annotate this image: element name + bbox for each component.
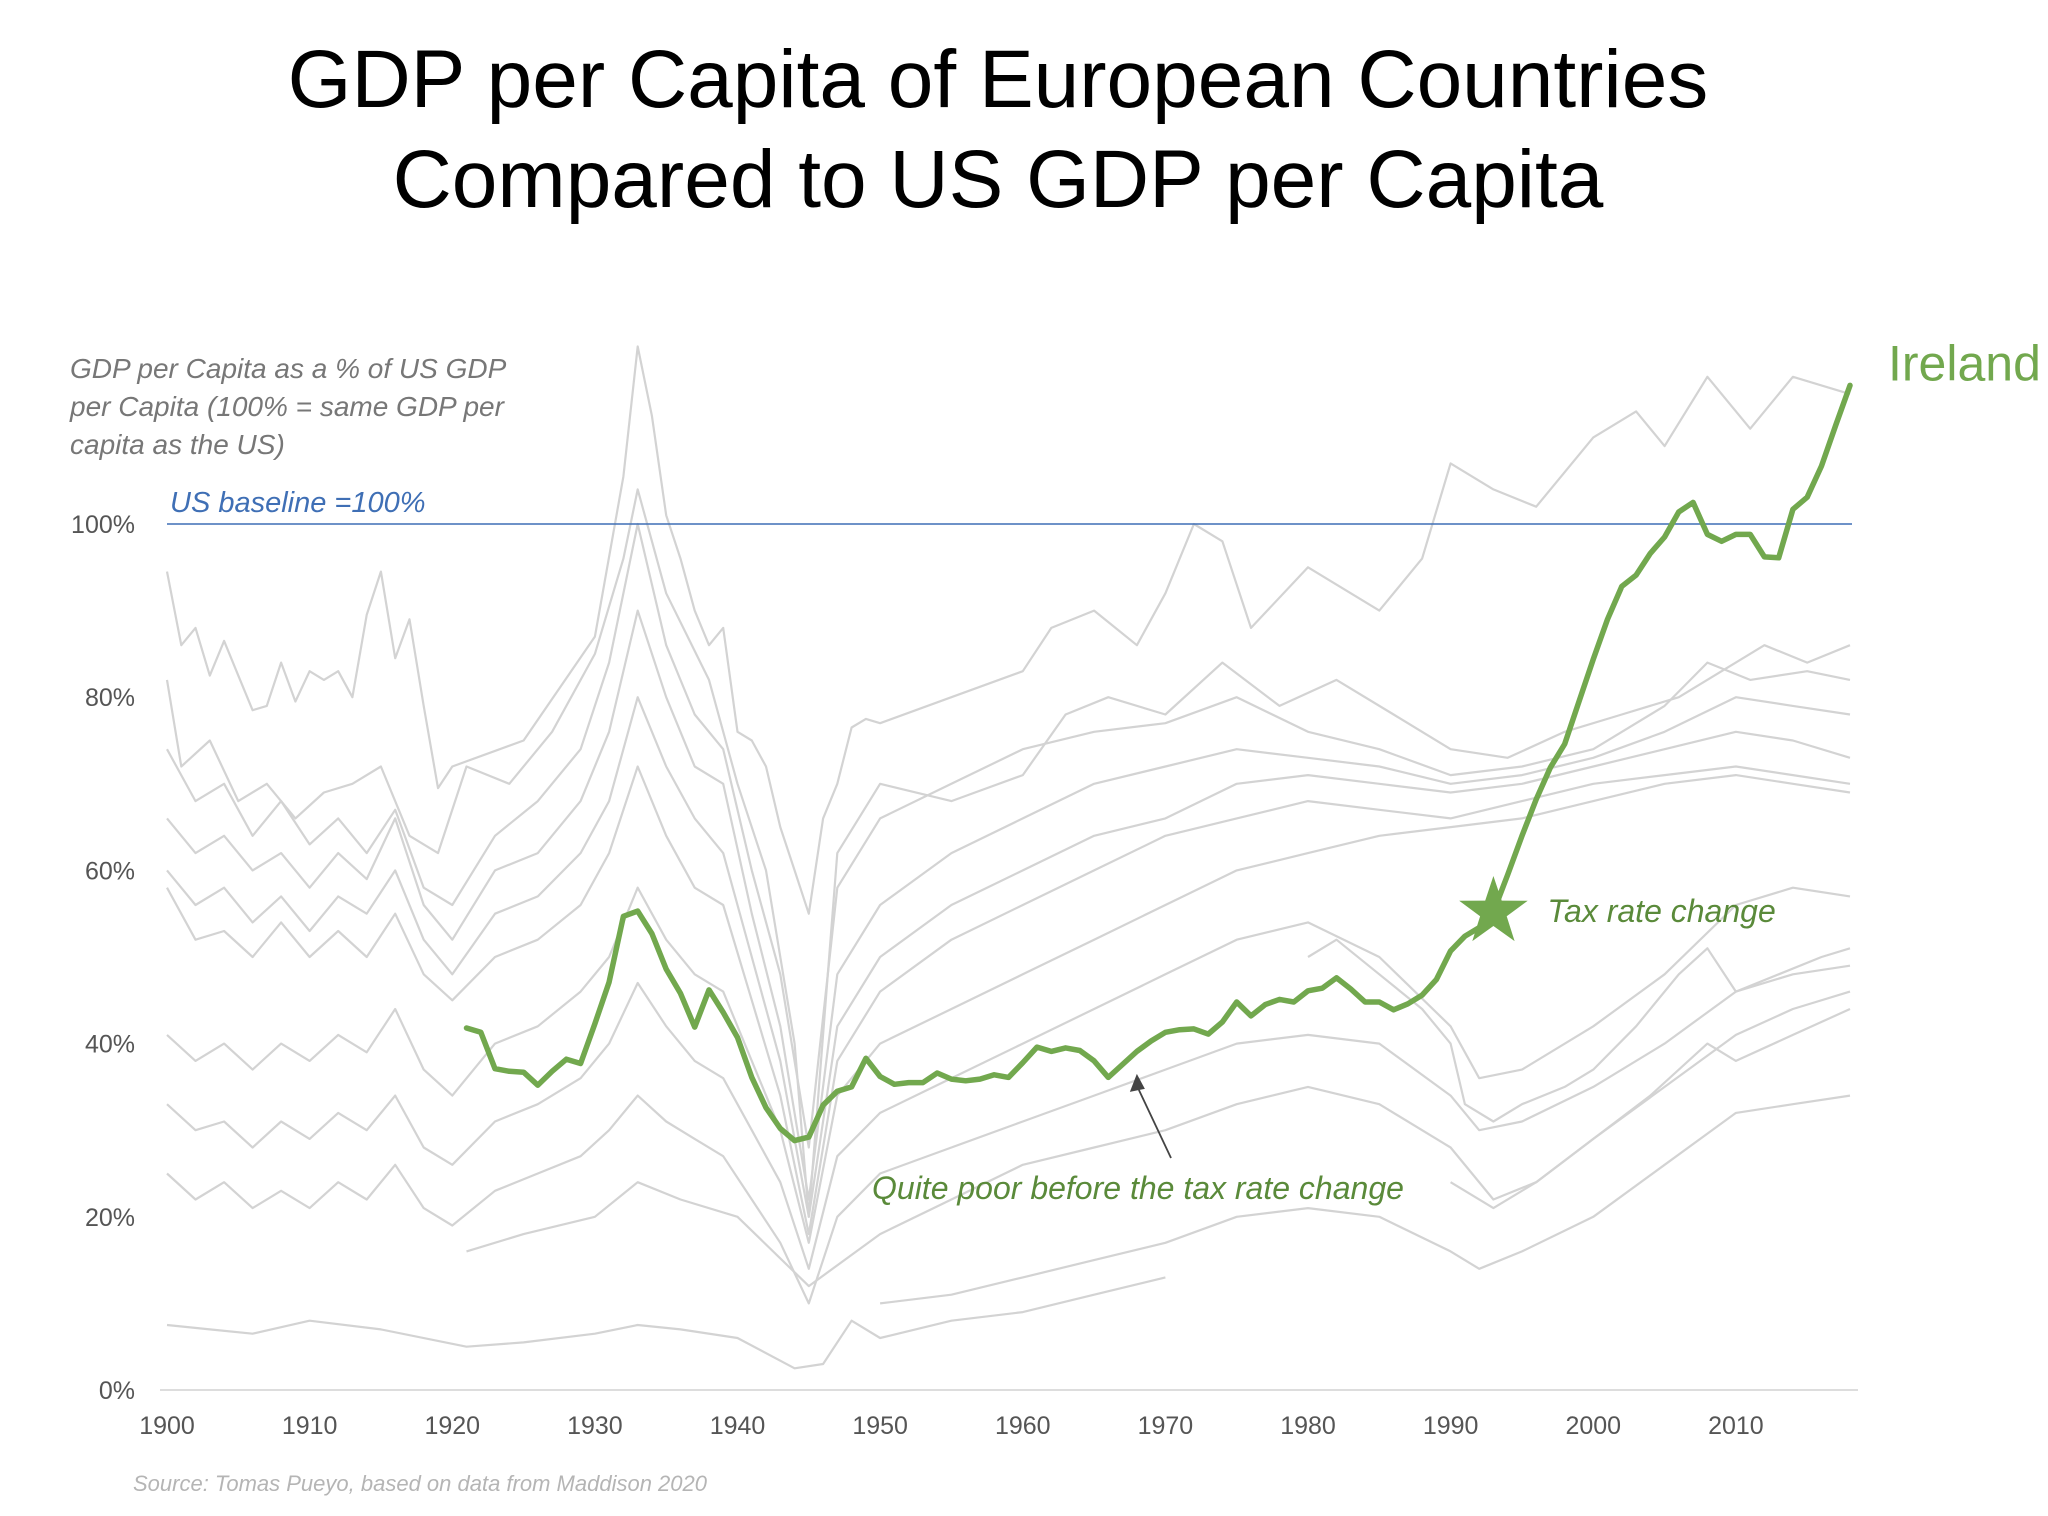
annotation-arrow-line [1138,1089,1172,1159]
annotations-group: Tax rate change Quite poor before the tax… [872,876,1776,1206]
background-series-line [166,1276,1166,1370]
y-axis-label: GDP per Capita as a % of US GDP per Capit… [69,353,507,460]
x-tick-label: 1920 [424,1412,480,1440]
chart-title-line-1: GDP per Capita of European Countries [287,34,1709,125]
x-tick-label: 2010 [1708,1412,1764,1440]
y-axis-label-line: capita as the US) [70,429,285,460]
background-series-line [1450,1007,1851,1210]
y-tick-label: 80% [85,684,135,712]
x-tick-label: 1930 [567,1412,623,1440]
background-series-line [166,886,1851,1270]
x-tick-label: 1950 [852,1412,908,1440]
background-series-line [1307,938,1851,1123]
highlight-series-group: Ireland [463,335,2041,1144]
x-tick-label: 1940 [710,1412,766,1440]
background-series-line [166,774,1851,1244]
y-axis-label-line: GDP per Capita as a % of US GDP [70,353,507,384]
y-tick-label: 20% [85,1204,135,1232]
x-tick-label: 1900 [139,1412,195,1440]
background-series-line [165,345,1851,915]
axes-group: 1900 1910 1920 1930 1940 1950 1960 1970 1980 1990… [71,487,1858,1440]
y-tick-label: 0% [99,1377,135,1405]
y-tick-label: 40% [85,1031,135,1059]
x-tick-label: 1910 [282,1412,338,1440]
background-series-line [166,609,1851,1201]
x-tick-label: 1970 [1138,1412,1194,1440]
x-tick-label: 1980 [1280,1412,1336,1440]
highlight-series-line [463,382,1853,1144]
x-tick-label: 1960 [995,1412,1051,1440]
background-series-line [166,765,1851,1236]
background-series-line [166,522,1851,1149]
highlight-series-name: Ireland [1888,335,2041,391]
background-series-line [879,1094,1851,1305]
background-series-line [165,488,1851,1218]
tax-change-annotation: Tax rate change [1547,893,1775,929]
chart-title-line-2: Compared to US GDP per Capita [392,134,1604,225]
background-series-line [166,964,1851,1305]
background-series-group [165,345,1851,1370]
annotation-arrow-head [1129,1073,1145,1092]
pre-change-annotation: Quite poor before the tax rate change [872,1170,1404,1206]
x-tick-label: 1990 [1423,1412,1479,1440]
x-tick-label: 2000 [1565,1412,1621,1440]
y-axis-label-line: per Capita (100% = same GDP per [69,391,506,422]
background-series-line [166,696,1851,1218]
chart-title: GDP per Capita of European Countries Com… [0,30,1996,230]
y-tick-label: 60% [85,857,135,885]
y-tick-label: 100% [71,511,135,539]
tax-change-star-marker [1459,876,1528,942]
us-baseline-label: US baseline =100% [170,487,426,519]
source-note: Source: Tomas Pueyo, based on data from … [133,1471,708,1496]
